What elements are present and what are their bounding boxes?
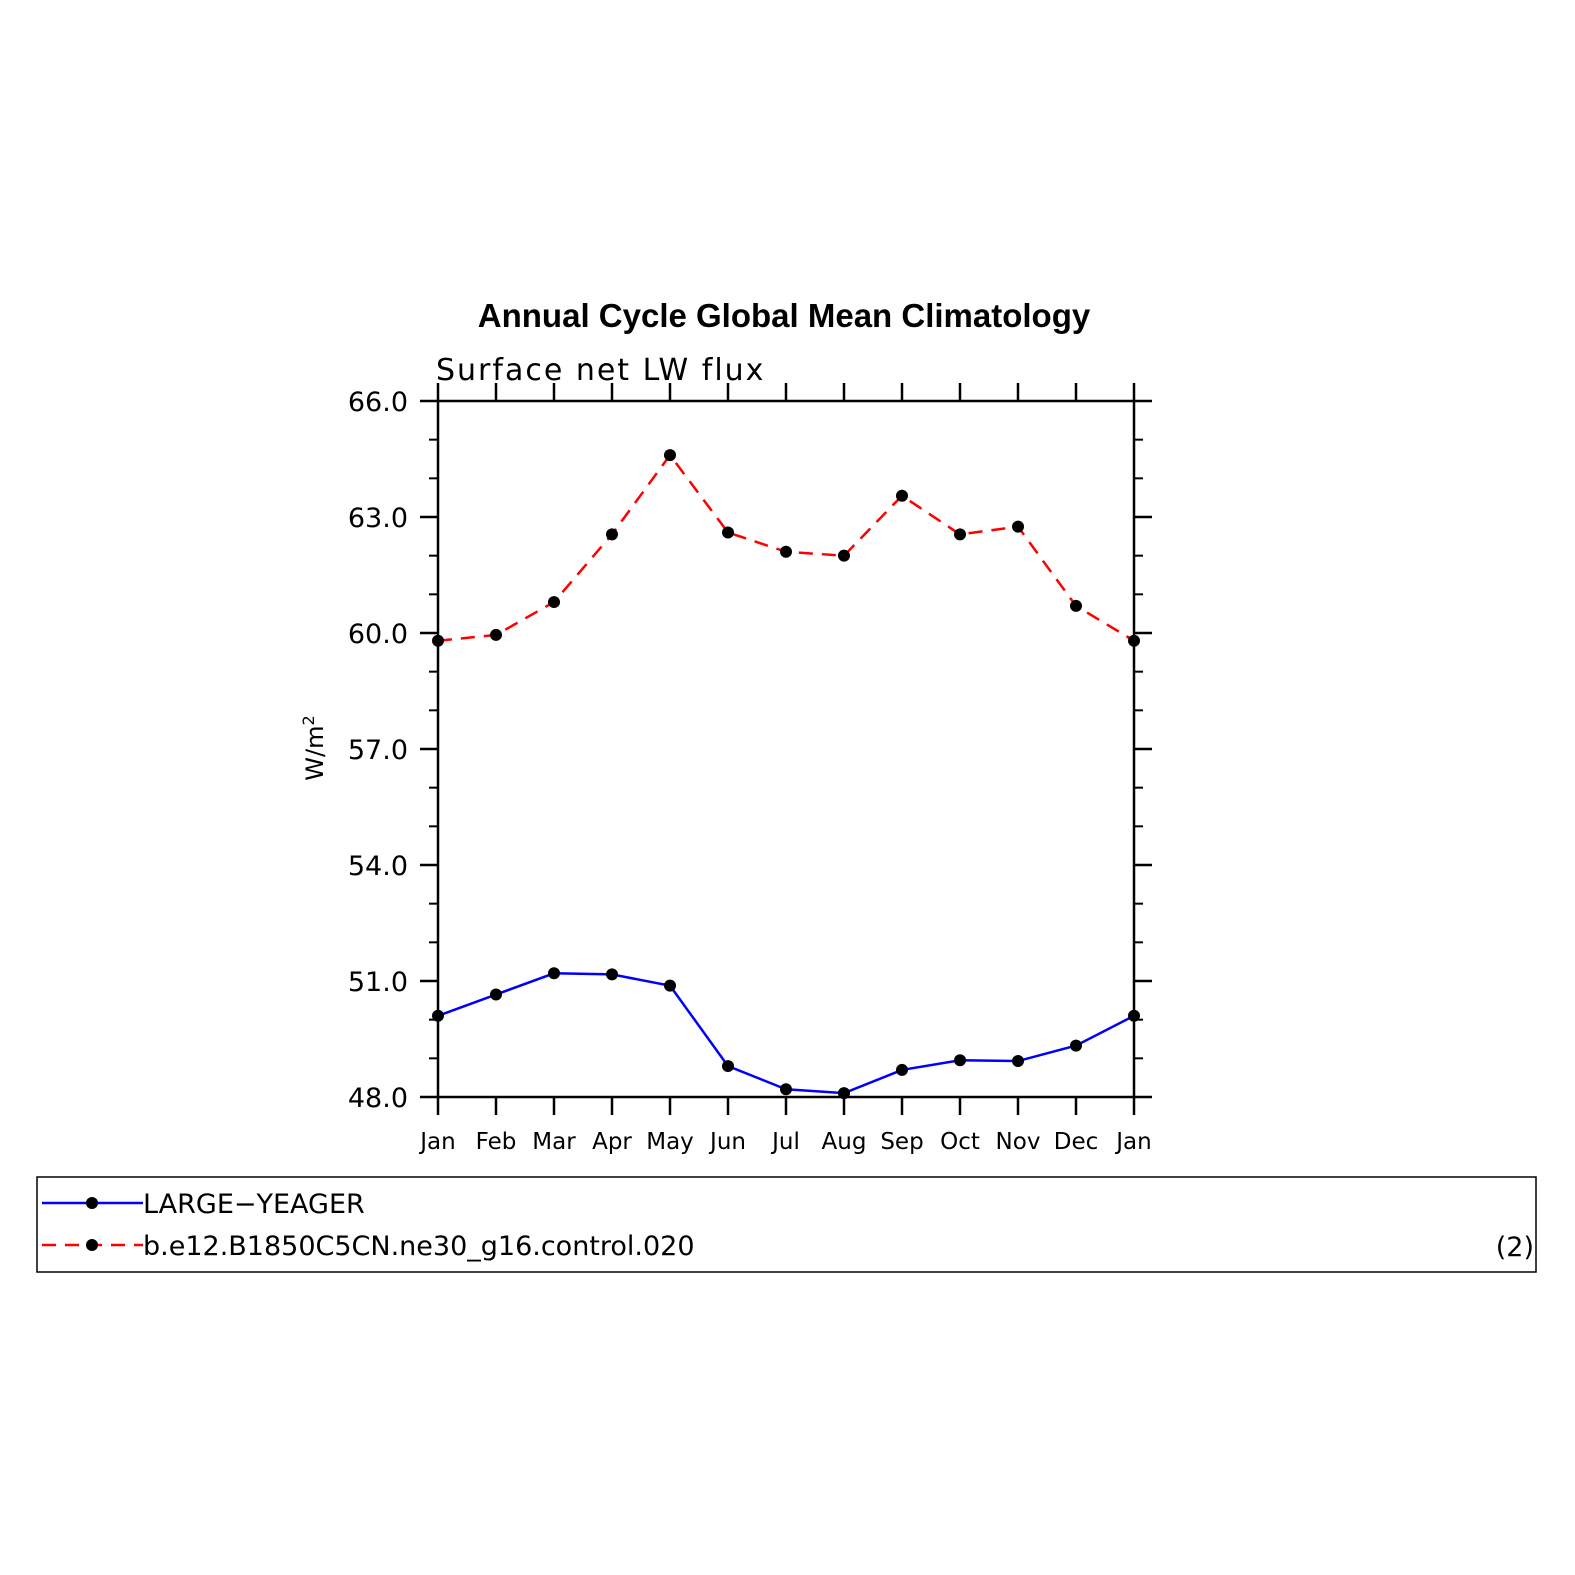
legend-marker <box>86 1239 98 1251</box>
data-point <box>664 979 676 992</box>
x-tick-label: Mar <box>532 1129 576 1155</box>
series-1 <box>432 967 1140 1100</box>
y-tick-label: 66.0 <box>348 387 408 418</box>
legend-label: b.e12.B1850C5CN.ne30_g16.control.020 <box>143 1231 695 1262</box>
y-tick-label: 48.0 <box>348 1083 408 1114</box>
data-point <box>722 526 734 539</box>
chart-subtitle: Surface net LW flux <box>436 353 765 388</box>
data-point <box>548 596 560 609</box>
y-tick-label: 51.0 <box>348 967 408 998</box>
legend-box <box>36 1176 1537 1273</box>
data-point <box>664 449 676 462</box>
plot-axes: 48.0 51.0 54.0 57.0 60.0 63.0 66.0 Jan Feb Mar Apr… <box>348 383 1152 1155</box>
data-point <box>896 1063 908 1076</box>
data-point <box>780 1083 792 1096</box>
plot-frame <box>436 399 1136 1099</box>
chart-title: Annual Cycle Global Mean Climatology <box>478 297 1091 334</box>
data-point <box>722 1060 734 1073</box>
y-tick-label: 57.0 <box>348 735 408 766</box>
y-tick-label: 63.0 <box>348 503 408 534</box>
y-tick-label: 60.0 <box>348 619 408 650</box>
legend-note: (2) <box>1496 1232 1534 1263</box>
series-layer <box>432 449 1140 1100</box>
x-tick-label: Jul <box>770 1129 800 1155</box>
data-point <box>1012 1055 1024 1068</box>
data-point <box>954 1054 966 1067</box>
x-tick-label: Jan <box>418 1129 455 1155</box>
data-point <box>606 528 618 541</box>
data-point <box>1070 599 1082 612</box>
data-point <box>838 1087 850 1100</box>
data-point <box>490 628 502 641</box>
data-point <box>548 967 560 980</box>
series-2 <box>432 449 1140 647</box>
legend-label: LARGE−YEAGER <box>143 1189 365 1220</box>
data-point <box>606 968 618 981</box>
x-tick-label: Feb <box>476 1129 517 1155</box>
data-point <box>1128 634 1140 647</box>
x-tick-label: Dec <box>1054 1129 1099 1155</box>
series-line <box>437 972 1135 1095</box>
data-point <box>838 549 850 562</box>
y-tick-label: 54.0 <box>348 851 408 882</box>
x-tick-label: Oct <box>940 1129 980 1155</box>
x-tick-label: May <box>646 1129 694 1155</box>
x-tick-label: Sep <box>880 1129 923 1155</box>
y-axis-label: W/m2 <box>299 715 329 780</box>
x-tick-label: Aug <box>822 1129 867 1155</box>
data-point <box>896 489 908 502</box>
data-point <box>432 1009 444 1022</box>
data-point <box>1012 520 1024 533</box>
legend: (2) LARGE−YEAGER b.e12.B1850C5CN.ne30_g16… <box>36 1176 1537 1273</box>
data-point <box>1070 1039 1082 1052</box>
legend-marker <box>86 1197 98 1209</box>
data-point <box>432 634 444 647</box>
data-point <box>490 988 502 1001</box>
x-tick-label: Apr <box>592 1129 632 1155</box>
x-tick-label: Jan <box>1114 1129 1151 1155</box>
data-point <box>780 545 792 558</box>
x-tick-label: Jun <box>708 1129 746 1155</box>
x-tick-label: Nov <box>996 1129 1041 1155</box>
data-point <box>1128 1009 1140 1022</box>
data-point <box>954 528 966 541</box>
